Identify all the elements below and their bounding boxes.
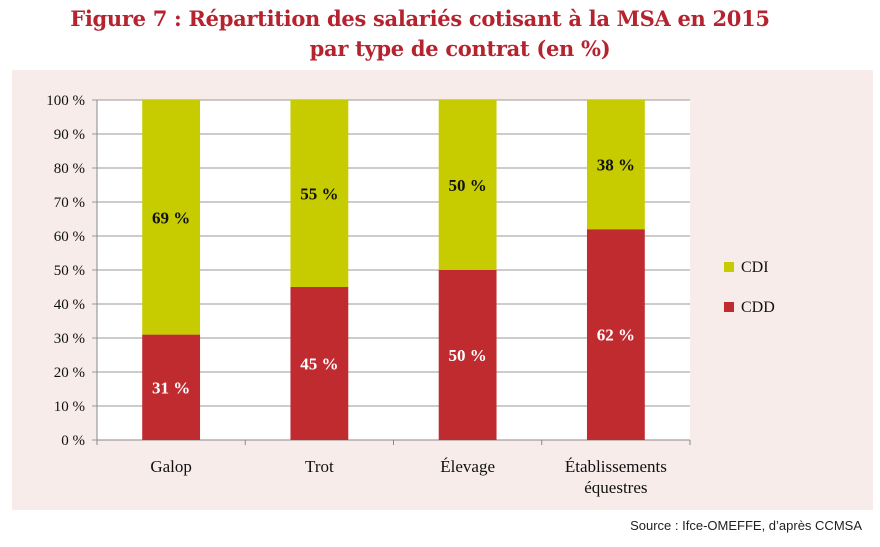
data-label: 38 %: [597, 156, 635, 175]
chart-title-line1: Figure 7 : Répartition des salariés coti…: [70, 6, 770, 31]
legend-label-cdd: CDD: [741, 299, 775, 316]
y-tick-label: 80 %: [54, 161, 85, 177]
y-tick-label: 90 %: [54, 127, 85, 143]
y-tick-label: 20 %: [54, 365, 85, 381]
bar-cdi: [438, 100, 497, 270]
bar-cdd: [142, 334, 201, 440]
y-tick-label: 30 %: [54, 331, 85, 347]
data-label: 62 %: [597, 326, 635, 345]
bar-cdd: [290, 287, 349, 440]
data-label: 69 %: [152, 208, 190, 227]
y-tick-label: 60 %: [54, 229, 85, 245]
x-tick-label: Établissements: [565, 457, 667, 476]
x-tick-label: équestres: [584, 478, 647, 497]
bar-cdd: [586, 229, 645, 440]
bar-cdd: [438, 270, 497, 440]
source-note: Source : Ifce-OMEFFE, d’après CCMSA: [630, 518, 862, 533]
x-tick-label: Galop: [150, 457, 192, 476]
y-tick-label: 0 %: [61, 433, 85, 449]
x-tick-label: Trot: [305, 457, 334, 476]
data-label: 31 %: [152, 378, 190, 397]
y-tick-label: 70 %: [54, 195, 85, 211]
bar-cdi: [142, 100, 201, 335]
y-tick-label: 50 %: [54, 263, 85, 279]
x-tick-label: Élevage: [440, 457, 495, 476]
y-tick-label: 100 %: [46, 93, 85, 109]
data-label: 55 %: [300, 185, 338, 204]
data-label: 50 %: [449, 346, 487, 365]
y-tick-label: 40 %: [54, 297, 85, 313]
legend-label-cdi: CDI: [741, 259, 769, 276]
legend-swatch-cdi: [724, 262, 734, 272]
data-label: 45 %: [300, 355, 338, 374]
chart-title-line2: par type de contrat (en %): [309, 36, 611, 61]
bar-cdi: [290, 100, 349, 287]
bar-cdi: [586, 100, 645, 230]
y-tick-label: 10 %: [54, 399, 85, 415]
legend-swatch-cdd: [724, 302, 734, 312]
data-label: 50 %: [449, 176, 487, 195]
